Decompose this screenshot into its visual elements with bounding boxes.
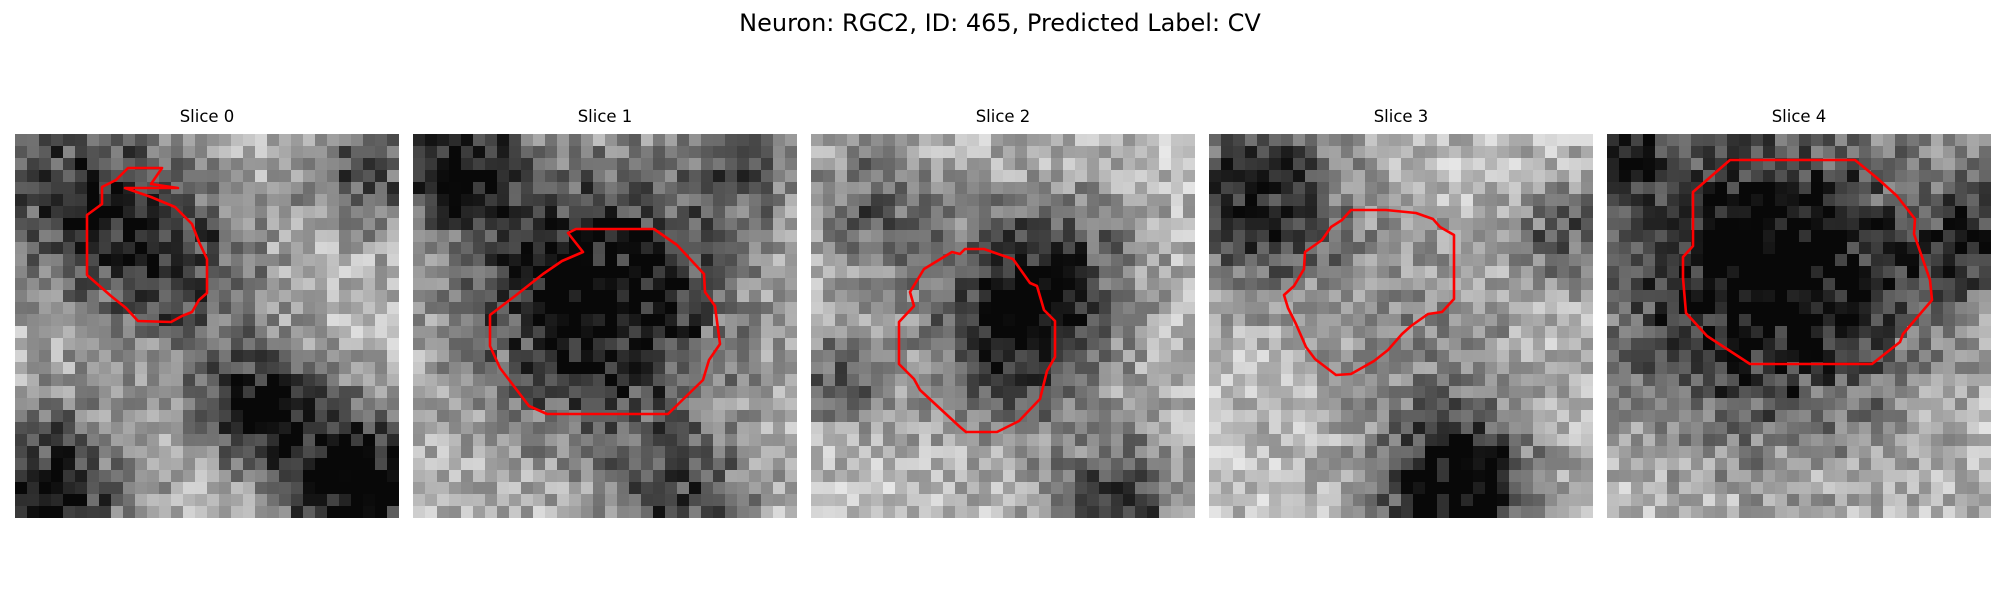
- slice-title-4: Slice 4: [1771, 107, 1827, 126]
- slice-title-0: Slice 0: [179, 107, 235, 126]
- slice-title-1: Slice 1: [577, 107, 633, 126]
- roi-contour-0: [85, 166, 209, 324]
- slice-image-4: [1607, 134, 1991, 518]
- slice-title-3: Slice 3: [1373, 107, 1429, 126]
- roi-contour-1: [488, 227, 722, 416]
- slice-image-0: [15, 134, 399, 518]
- roi-contour-3: [1282, 208, 1456, 377]
- figure-title: Neuron: RGC2, ID: 465, Predicted Label: …: [739, 9, 1261, 37]
- roi-contour-2: [897, 247, 1057, 434]
- slice-title-2: Slice 2: [975, 107, 1031, 126]
- slice-image-1: [413, 134, 797, 518]
- slice-image-2: [811, 134, 1195, 518]
- slice-image-3: [1209, 134, 1593, 518]
- roi-contour-4: [1681, 158, 1934, 366]
